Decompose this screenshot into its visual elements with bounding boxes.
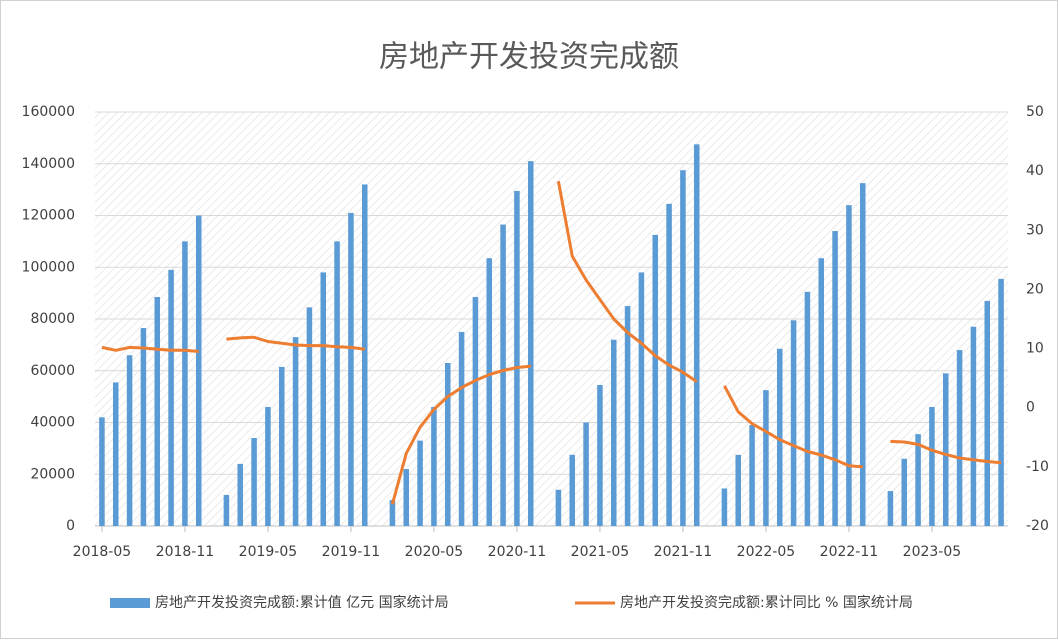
bar bbox=[458, 331, 465, 526]
bar bbox=[334, 241, 340, 526]
legend-label: 房地产开发投资完成额:累计值 亿元 国家统计局 bbox=[155, 594, 449, 611]
bar bbox=[887, 491, 894, 526]
chart-title: 房地产开发投资完成额 bbox=[379, 40, 679, 75]
y2-tick-label: -20 bbox=[1026, 518, 1049, 534]
bar bbox=[403, 469, 410, 526]
bar bbox=[126, 355, 133, 526]
bar bbox=[859, 183, 866, 526]
bar bbox=[265, 406, 271, 526]
bar bbox=[389, 500, 396, 526]
y2-tick-label: 10 bbox=[1026, 341, 1044, 357]
y2-tick-label: 0 bbox=[1026, 400, 1035, 416]
bar bbox=[652, 234, 659, 526]
y2-tick-label: 40 bbox=[1026, 163, 1044, 179]
bar bbox=[735, 454, 742, 526]
bar bbox=[278, 366, 285, 526]
y-tick-label: 80000 bbox=[30, 311, 75, 327]
y2-tick-label: 30 bbox=[1026, 222, 1044, 238]
bar bbox=[251, 438, 257, 526]
bar bbox=[306, 307, 313, 526]
bar bbox=[569, 454, 576, 526]
x-tick-label: 2021-05 bbox=[571, 544, 630, 560]
x-tick-label: 2020-05 bbox=[405, 544, 464, 560]
bar bbox=[984, 300, 991, 526]
bar bbox=[486, 258, 493, 526]
bar bbox=[610, 339, 617, 526]
bar bbox=[182, 241, 188, 526]
bar bbox=[514, 190, 520, 526]
bar bbox=[846, 205, 852, 526]
y2-tick-label: -10 bbox=[1026, 459, 1049, 475]
y-tick-label: 40000 bbox=[30, 415, 75, 431]
bar bbox=[942, 373, 949, 526]
y-tick-label: 0 bbox=[66, 518, 75, 534]
y2-tick-label: 50 bbox=[1026, 104, 1044, 120]
bar bbox=[168, 269, 174, 526]
bar bbox=[790, 320, 797, 526]
x-tick-label: 2021-11 bbox=[654, 544, 713, 560]
bar bbox=[597, 384, 603, 526]
y-tick-label: 160000 bbox=[22, 104, 75, 120]
x-tick-label: 2018-11 bbox=[156, 544, 215, 560]
bar bbox=[112, 382, 119, 526]
bar bbox=[444, 362, 451, 526]
y2-tick-label: 20 bbox=[1026, 281, 1044, 297]
legend-swatch bbox=[110, 598, 150, 608]
legend-label: 房地产开发投资完成额:累计同比 % 国家统计局 bbox=[620, 594, 913, 611]
bar bbox=[417, 440, 423, 526]
x-tick-label: 2022-05 bbox=[737, 544, 796, 560]
bar bbox=[99, 417, 105, 526]
bar bbox=[638, 272, 645, 526]
bar bbox=[693, 144, 700, 526]
bar bbox=[804, 291, 811, 526]
bar bbox=[998, 278, 1004, 526]
bar bbox=[776, 348, 783, 526]
y-tick-label: 100000 bbox=[22, 259, 75, 275]
bar bbox=[929, 406, 935, 526]
bar bbox=[292, 337, 299, 526]
bar bbox=[901, 458, 908, 526]
bar bbox=[763, 390, 769, 526]
bar bbox=[749, 425, 755, 526]
bar bbox=[527, 161, 534, 526]
bar bbox=[680, 170, 686, 526]
bar bbox=[237, 463, 244, 526]
bar bbox=[970, 326, 977, 526]
bar bbox=[195, 215, 202, 526]
bar bbox=[361, 184, 368, 526]
bar bbox=[818, 258, 825, 526]
x-tick-label: 2019-05 bbox=[239, 544, 298, 560]
bar bbox=[956, 350, 963, 526]
y-tick-label: 60000 bbox=[30, 363, 75, 379]
y-tick-label: 120000 bbox=[22, 208, 75, 224]
bar bbox=[624, 306, 631, 526]
bar bbox=[431, 406, 437, 526]
y-tick-label: 20000 bbox=[30, 466, 75, 482]
bar bbox=[154, 297, 161, 526]
bar bbox=[472, 297, 479, 526]
x-tick-label: 2018-05 bbox=[73, 544, 132, 560]
bar bbox=[223, 494, 230, 526]
bar bbox=[348, 212, 354, 526]
bar bbox=[915, 434, 921, 526]
bar bbox=[500, 224, 506, 526]
bar bbox=[555, 489, 562, 526]
line bbox=[101, 180, 1002, 505]
bar bbox=[320, 272, 327, 526]
y-tick-label: 140000 bbox=[22, 156, 75, 172]
bar bbox=[832, 231, 838, 526]
x-tick-label: 2019-11 bbox=[322, 544, 381, 560]
bar bbox=[140, 328, 147, 526]
bar bbox=[721, 488, 728, 526]
x-tick-label: 2022-11 bbox=[820, 544, 879, 560]
x-tick-label: 2020-11 bbox=[488, 544, 547, 560]
x-tick-label: 2023-05 bbox=[903, 544, 962, 560]
bar bbox=[583, 422, 589, 526]
